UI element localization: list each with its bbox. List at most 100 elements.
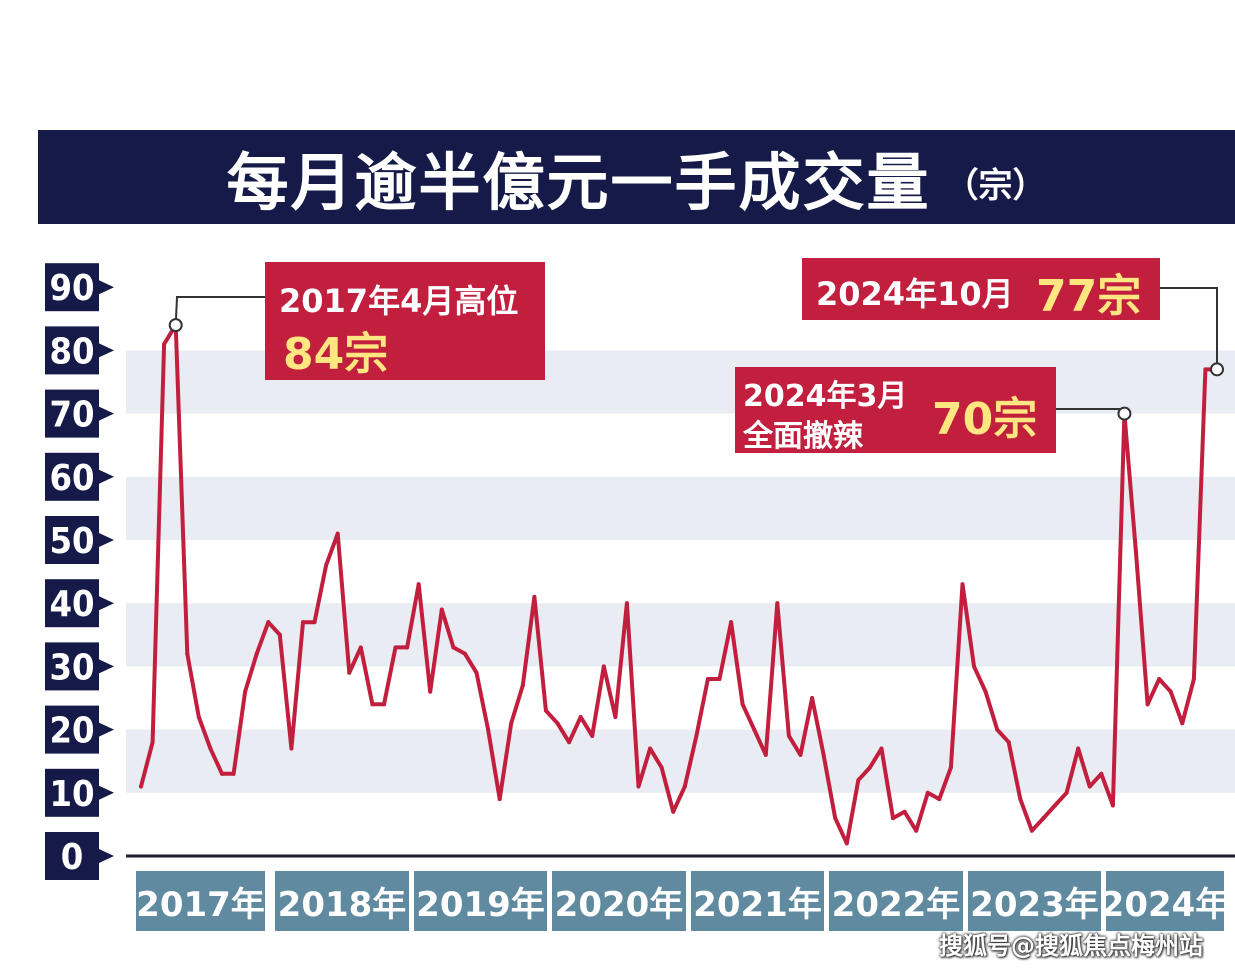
callout-2024-oct-value: 77宗 [1036,271,1142,322]
data-point [208,746,213,751]
y-tick-arrow [99,533,114,547]
year-label: 2020年 [555,885,684,925]
callout-2017-peak-value: 84宗 [283,329,389,380]
y-tick-label: 80 [49,331,94,372]
data-point [196,714,201,719]
data-point [983,689,988,694]
y-tick-label: 10 [49,774,94,815]
data-point [1064,790,1069,795]
year-box [414,871,547,931]
data-point [786,733,791,738]
chart-title: 每月逾半億元一手成交量 [226,146,931,219]
y-tick-arrow [99,722,114,737]
data-point [867,765,872,770]
data-point [1168,689,1173,694]
data-point [682,784,687,789]
y-tick-box [45,705,99,754]
data-point [613,714,618,719]
data-point [694,733,699,738]
data-point [509,721,514,726]
data-point [763,752,768,757]
year-box [968,871,1101,931]
y-tick-label: 50 [49,521,94,562]
data-point [891,816,896,821]
data-point [648,746,653,751]
data-point [289,746,294,751]
data-point [416,582,421,587]
data-point [775,601,780,606]
data-point [937,797,942,802]
data-point [219,771,224,776]
data-point [185,651,190,656]
data-point [1145,702,1150,707]
year-label: 2024年 [1101,885,1230,925]
data-point [1076,746,1081,751]
data-point [590,733,595,738]
data-point [729,620,734,625]
callout-2024-oct: 2024年10月 77宗 [802,258,1160,322]
data-point [1191,677,1196,682]
y-tick-arrow [99,849,114,863]
data-point [1099,771,1104,776]
callout-2024-mar-line2: 全面撤辣 [743,419,863,454]
highlight-marker [1210,362,1224,377]
grid-band [126,729,1235,793]
leader-line-2024-oct [1160,287,1218,370]
data-point [358,645,363,650]
data-point [254,651,259,656]
data-point [300,620,305,625]
callout-2017-peak-label: 2017年4月高位 [279,282,519,320]
data-point [671,809,676,814]
y-tick-arrow [99,343,114,358]
y-tick-label: 20 [49,711,94,752]
data-point [555,721,560,726]
data-point [948,765,953,770]
data-point [439,607,444,612]
y-tick-box [45,642,99,691]
y-tick-label: 0 [61,837,84,878]
year-label: 2019年 [416,885,545,925]
data-point [405,645,410,650]
callout-2024-mar: 2024年3月 全面撤辣 70宗 [735,367,1056,454]
year-label: 2018年 [278,885,407,925]
data-point [972,664,977,669]
data-point [370,702,375,707]
data-point [879,746,884,751]
data-point [902,809,907,814]
data-point [567,740,572,745]
series-line [139,323,1219,846]
y-tick-label: 70 [49,395,94,436]
y-tick-arrow [99,469,114,484]
data-point [636,784,641,789]
data-point [798,752,803,757]
data-point [578,714,583,719]
data-point [925,790,930,795]
data-point [486,727,491,732]
y-tick-arrow [99,785,114,800]
y-tick-box [45,832,99,880]
data-point [1018,797,1023,802]
data-point [914,828,919,833]
y-tick-box [45,326,99,375]
data-point [1087,784,1092,789]
data-point [960,582,965,587]
data-point [543,708,548,713]
y-tick-label: 90 [49,268,94,309]
grid-band [126,603,1235,667]
data-point [474,670,479,675]
year-box [275,871,409,931]
data-point [740,702,745,707]
year-box [829,871,963,931]
y-tick-arrow [99,659,114,674]
data-point [1041,816,1046,821]
highlight-marker [1117,406,1132,421]
year-label: 2017年 [136,885,265,925]
data-point [995,727,1000,732]
data-point [324,563,329,568]
y-tick-box [45,516,99,564]
y-tick-box [45,768,99,817]
data-point [393,645,398,650]
data-point [231,771,236,776]
y-tick-label: 30 [49,647,94,688]
